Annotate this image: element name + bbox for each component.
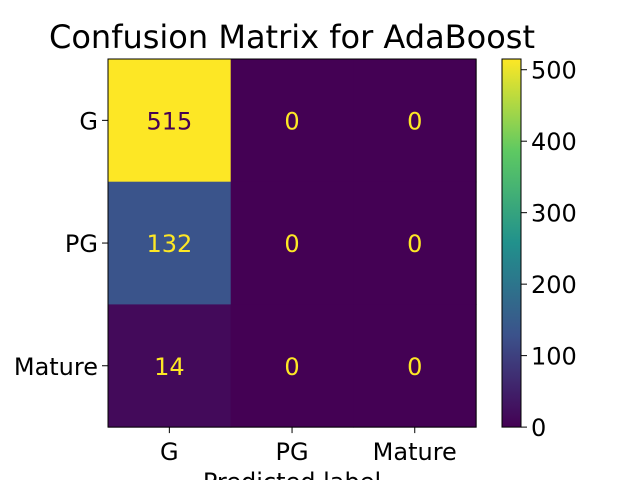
y-tick-label: Mature bbox=[14, 353, 98, 381]
cell-value-label: 0 bbox=[407, 353, 422, 381]
colorbar bbox=[501, 58, 522, 428]
colorbar-tick-label: 400 bbox=[531, 128, 577, 156]
colorbar-tick-label: 0 bbox=[531, 414, 546, 442]
heatmap-cell bbox=[108, 59, 232, 183]
chart-title: Confusion Matrix for AdaBoost bbox=[49, 18, 535, 56]
cell-value-label: 515 bbox=[146, 107, 192, 135]
colorbar-tick-label: 100 bbox=[531, 343, 577, 371]
cell-value-label: 132 bbox=[146, 230, 192, 258]
cell-value-label: 0 bbox=[284, 230, 299, 258]
heatmap-cell bbox=[230, 181, 354, 305]
cell-value-label: 0 bbox=[284, 107, 299, 135]
cell-value-label: 0 bbox=[284, 353, 299, 381]
cell-value-label: 0 bbox=[407, 107, 422, 135]
heatmap-cell bbox=[353, 181, 477, 305]
heatmap-cell bbox=[353, 59, 477, 183]
colorbar-tick-label: 500 bbox=[531, 57, 577, 85]
colorbar-tick-label: 200 bbox=[531, 271, 577, 299]
heatmap-cell bbox=[353, 304, 477, 428]
cell-value-label: 0 bbox=[407, 230, 422, 258]
heatmap-cell bbox=[108, 304, 232, 428]
heatmap-cell bbox=[108, 181, 232, 305]
heatmap-cell bbox=[230, 304, 354, 428]
x-tick-label: G bbox=[160, 438, 179, 466]
colorbar-tick-label: 300 bbox=[531, 200, 577, 228]
x-tick-label: PG bbox=[276, 438, 309, 466]
x-axis-label: Predicted label bbox=[203, 468, 381, 480]
y-tick-label: PG bbox=[65, 230, 98, 258]
y-tick-label: G bbox=[79, 107, 98, 135]
heatmap-cell bbox=[230, 59, 354, 183]
cell-value-label: 14 bbox=[154, 353, 185, 381]
x-tick-label: Mature bbox=[373, 438, 457, 466]
